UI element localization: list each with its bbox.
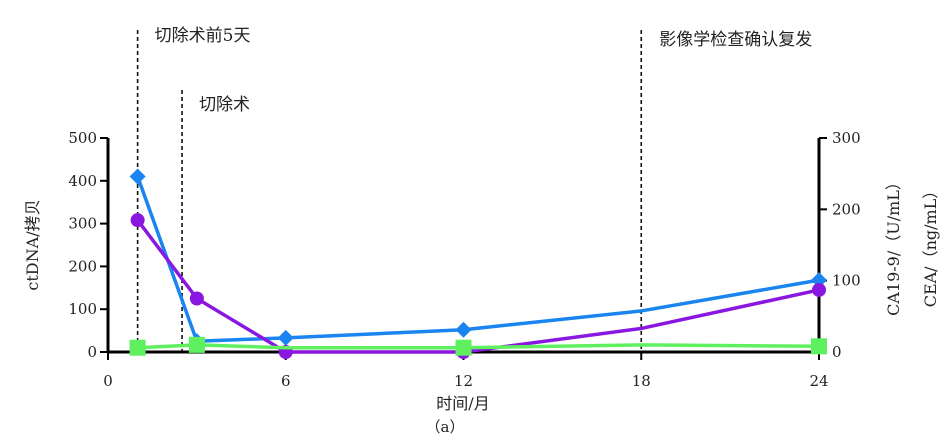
data-point [277,329,294,346]
x-axis-title: 时间/月 [436,394,489,413]
x-tick-label: 6 [281,372,291,390]
right-y-tick-label: 200 [832,200,861,218]
x-tick-label: 0 [103,372,113,390]
event-label: 切除术前5天 [155,26,251,46]
data-point [455,321,472,338]
data-point [129,339,146,356]
event-label: 切除术 [199,95,250,115]
left-y-tick-label: 200 [68,257,97,275]
left-y-tick-label: 100 [68,300,97,318]
left-y-axis-title: ctDNA/拷贝 [23,199,42,290]
series-line [136,219,820,354]
right-y-axis-title-ca199: CA19-9/（U/mL） [884,174,903,316]
x-tick-label: 18 [632,372,651,390]
series-line [137,343,820,350]
x-tick-label: 12 [454,372,473,390]
left-y-tick-label: 500 [68,129,97,147]
data-point [189,291,204,306]
data-point [811,272,827,289]
left-y-tick-label: 300 [68,215,97,233]
axes [106,138,821,354]
right-y-axis-title-cea: CEA/（ng/mL） [921,183,940,308]
left-y-tick-label: 0 [87,343,97,361]
figure-caption: （a） [426,418,465,436]
series-line [135,175,820,344]
data-point [811,338,827,355]
data-point [455,339,472,356]
x-tick-label: 24 [809,372,828,390]
left-y-tick-label: 400 [68,172,97,190]
series [129,168,827,359]
data-point [812,282,826,297]
data-point [188,336,205,353]
data-point [129,168,146,185]
event-label: 影像学检查确认复发 [659,30,812,50]
right-y-tick-label: 300 [832,129,861,147]
data-point [130,213,145,228]
right-y-tick-label: 0 [832,343,842,361]
right-y-tick-label: 100 [832,272,861,290]
